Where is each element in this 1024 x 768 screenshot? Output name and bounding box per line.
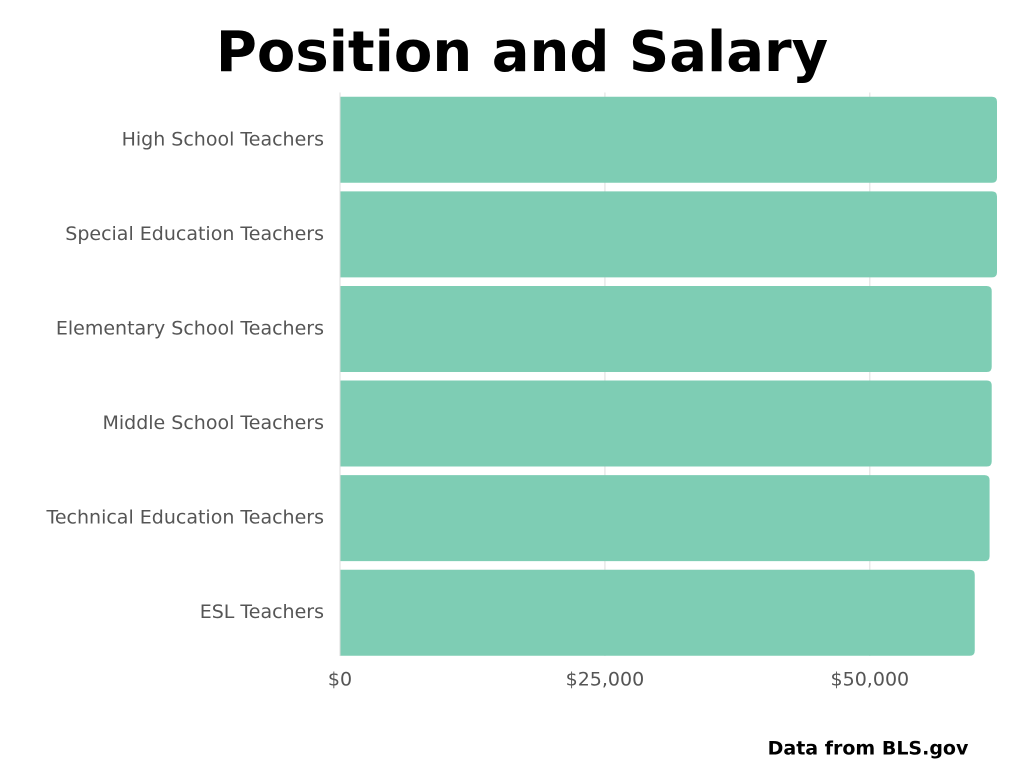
y-tick-label: Elementary School Teachers [56, 317, 324, 339]
bar [340, 96, 997, 183]
x-tick-label: $50,000 [831, 669, 910, 691]
bar [340, 191, 997, 278]
y-tick-label: Middle School Teachers [102, 412, 324, 434]
y-tick-label: ESL Teachers [200, 601, 324, 623]
bar [340, 569, 975, 656]
y-tick-label: High School Teachers [122, 128, 324, 150]
x-tick-label: $0 [328, 669, 352, 691]
source-note: Data from BLS.gov [768, 738, 969, 760]
bar [340, 285, 992, 372]
bar [340, 475, 990, 562]
chart-title: Position and Salary [216, 20, 828, 85]
y-tick-label: Technical Education Teachers [45, 507, 324, 529]
y-tick-label: Special Education Teachers [65, 223, 324, 245]
bar [340, 380, 992, 467]
x-tick-label: $25,000 [566, 669, 645, 691]
